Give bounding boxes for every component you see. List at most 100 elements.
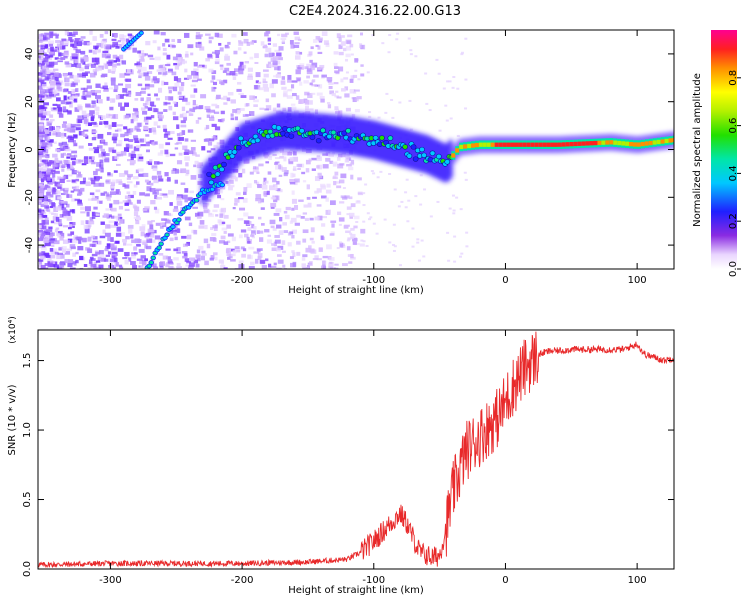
trace-core — [648, 140, 653, 146]
trace-core — [502, 142, 507, 147]
noise-cell — [82, 90, 88, 96]
noise-cell — [225, 181, 229, 184]
noise-cell — [290, 172, 294, 178]
trace-halo-cell — [279, 111, 285, 150]
noise-cell — [147, 220, 153, 225]
noise-cell — [226, 247, 231, 253]
noise-cell — [313, 74, 319, 78]
x-tick-label: 0 — [502, 575, 508, 586]
noise-cell — [49, 119, 55, 122]
noise-cell — [146, 180, 151, 185]
noise-cell — [350, 256, 356, 260]
noise-cell — [230, 117, 235, 121]
noise-cell — [93, 45, 98, 50]
noise-cell — [43, 176, 49, 181]
noise-cell — [127, 224, 134, 229]
noise-cell — [414, 55, 418, 58]
noise-cell — [40, 178, 45, 183]
branch-blob — [170, 224, 176, 230]
trace-core — [518, 142, 523, 147]
noise-cell — [53, 207, 59, 212]
noise-cell — [57, 186, 63, 189]
noise-cell — [176, 133, 181, 136]
noise-cell — [392, 243, 396, 246]
noise-cell — [104, 232, 111, 237]
noise-cell — [184, 68, 188, 73]
noise-cell — [74, 79, 81, 83]
noise-cell — [38, 102, 43, 107]
noise-cell — [40, 108, 46, 112]
noise-cell — [393, 245, 397, 248]
noise-cell — [306, 69, 313, 75]
noise-cell — [38, 264, 42, 268]
noise-cell — [185, 101, 191, 106]
noise-cell — [81, 110, 87, 115]
noise-cell — [217, 119, 223, 122]
noise-cell — [223, 267, 228, 269]
noise-cell — [319, 64, 325, 68]
noise-cell — [46, 94, 52, 99]
noise-cell — [67, 32, 73, 37]
noise-cell — [131, 239, 135, 244]
noise-cell — [302, 238, 307, 243]
noise-cell — [224, 67, 230, 72]
y-tick-label: -40 — [24, 237, 35, 253]
noise-cell — [121, 40, 125, 46]
colorbar-tick-label: 0.4 — [728, 165, 739, 181]
noise-cell — [167, 177, 171, 182]
noise-cell — [248, 265, 255, 269]
noise-cell — [103, 122, 109, 125]
noise-cell — [99, 159, 104, 164]
noise-cell — [59, 236, 64, 241]
noise-cell — [309, 237, 314, 241]
noise-cell — [197, 162, 204, 167]
noise-cell — [66, 215, 73, 221]
noise-cell — [198, 34, 203, 37]
noise-cell — [387, 51, 391, 54]
noise-cell — [153, 206, 158, 210]
noise-cell — [144, 126, 149, 130]
noise-cell — [146, 97, 151, 100]
noise-cell — [283, 172, 288, 177]
noise-cell — [293, 205, 299, 210]
noise-cell — [133, 108, 139, 112]
noise-cell — [143, 138, 147, 143]
noise-cell — [103, 191, 108, 194]
noise-cell — [161, 218, 168, 221]
noise-cell — [282, 222, 287, 226]
noise-cell — [81, 131, 86, 136]
noise-cell — [69, 74, 74, 79]
noise-cell — [136, 128, 141, 132]
noise-cell — [334, 70, 340, 74]
noise-cell — [293, 166, 297, 171]
noise-cell — [115, 190, 119, 195]
noise-cell — [183, 77, 190, 80]
trace-blob — [221, 161, 227, 168]
noise-cell — [337, 211, 342, 216]
noise-cell — [270, 265, 277, 268]
noise-cell — [253, 226, 257, 230]
noise-cell — [422, 255, 426, 258]
noise-cell — [164, 149, 169, 155]
noise-cell — [338, 217, 345, 222]
noise-cell — [203, 238, 209, 244]
noise-cell — [68, 259, 74, 263]
noise-cell — [321, 216, 328, 219]
noise-cell — [301, 171, 306, 175]
noise-cell — [398, 264, 402, 267]
noise-cell — [149, 101, 155, 106]
noise-cell — [173, 62, 178, 66]
noise-cell — [116, 226, 122, 232]
noise-cell — [167, 137, 173, 140]
noise-cell — [141, 259, 146, 262]
noise-cell — [52, 107, 56, 110]
noise-cell — [148, 65, 154, 70]
y-tick-label: -20 — [24, 189, 35, 205]
noise-cell — [95, 61, 100, 65]
noise-cell — [419, 203, 423, 206]
noise-cell — [111, 207, 117, 212]
noise-cell — [110, 184, 115, 190]
noise-cell — [346, 246, 351, 251]
noise-cell — [291, 190, 295, 195]
noise-cell — [146, 245, 152, 250]
